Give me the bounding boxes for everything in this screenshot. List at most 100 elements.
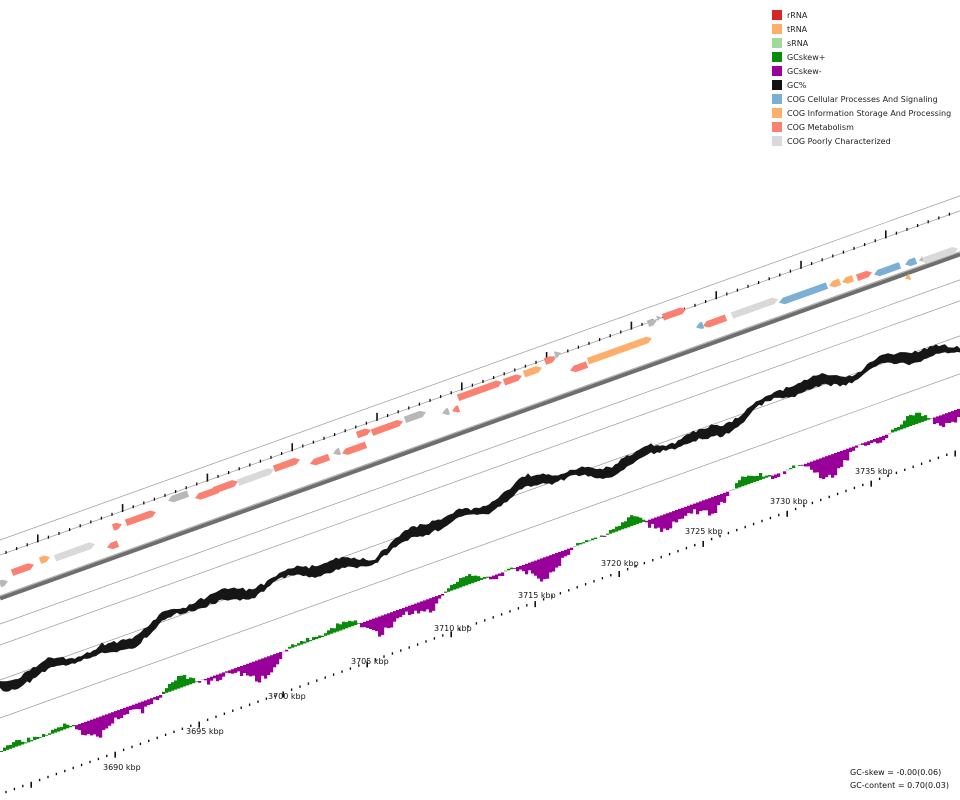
gc-skew-positive-bar xyxy=(891,429,895,433)
gc-skew-positive-bar xyxy=(42,734,46,737)
gc-skew-negative-bar xyxy=(519,565,523,570)
gc-skew-negative-bar xyxy=(489,576,493,580)
genome-backbone xyxy=(0,251,960,601)
gc-skew-positive-bar xyxy=(462,577,466,587)
gc-skew-negative-bar xyxy=(87,720,91,734)
gc-skew-negative-bar xyxy=(696,502,700,515)
gene-arrow xyxy=(842,274,855,284)
backbone-highlight xyxy=(0,251,960,597)
gene-arrow xyxy=(543,356,556,365)
gc-skew-positive-bar xyxy=(621,522,625,530)
legend-label: COG Poorly Characterized xyxy=(787,136,891,146)
gc-content-trace xyxy=(0,344,960,692)
legend-item: tRNA xyxy=(772,22,951,36)
gc-skew-positive-bar xyxy=(51,729,55,734)
gc-skew-negative-bar xyxy=(543,557,547,580)
gc-skew-negative-bar xyxy=(78,724,82,731)
gc-skew-positive-bar xyxy=(627,517,631,528)
gc-skew-negative-bar xyxy=(882,435,886,441)
gc-skew-positive-bar xyxy=(588,540,592,542)
gc-skew-positive-bar xyxy=(762,476,766,479)
gc-skew-negative-bar xyxy=(225,671,229,673)
gene-arrow xyxy=(53,542,95,562)
gc-skew-positive-bar xyxy=(351,621,355,627)
gc-skew-negative-bar xyxy=(147,699,151,706)
gc-skew-negative-bar xyxy=(690,504,694,514)
gene-arrow xyxy=(919,255,925,263)
gc-skew-positive-bar xyxy=(924,415,928,421)
gene-arrow xyxy=(553,351,561,359)
legend-item: COG Information Storage And Processing xyxy=(772,106,951,120)
gc-skew-positive-bar xyxy=(486,576,490,578)
gc-skew-negative-bar xyxy=(240,666,244,676)
gc-skew-negative-bar xyxy=(501,572,505,576)
gc-skew-positive-bar xyxy=(624,521,628,529)
gene-arrow xyxy=(10,563,35,576)
gc-skew-positive-bar xyxy=(45,735,49,736)
gc-skew-positive-bar xyxy=(6,745,10,750)
gc-skew-positive-bar xyxy=(57,727,61,732)
legend-label: GCskew+ xyxy=(787,52,826,62)
gc-skew-positive-bar xyxy=(606,533,610,535)
gc-skew-negative-bar xyxy=(861,443,865,445)
gc-skew-positive-bar xyxy=(183,675,187,687)
gc-skew-positive-bar xyxy=(189,677,193,685)
gc-skew-positive-bar xyxy=(18,740,22,746)
gene-arrow xyxy=(696,321,705,329)
gc-skew-negative-bar xyxy=(492,575,496,580)
gc-skew-positive-bar xyxy=(21,741,25,745)
gc-skew-positive-bar xyxy=(735,483,739,489)
gc-skew-negative-bar xyxy=(714,496,718,513)
gene-arrow xyxy=(236,468,274,486)
gc-skew-positive-bar xyxy=(906,416,910,428)
gc-skew-negative-bar xyxy=(228,670,232,674)
gc-skew-negative-bar xyxy=(81,723,85,735)
gc-skew-negative-bar xyxy=(117,710,121,720)
gc-skew-negative-bar xyxy=(954,410,958,423)
gc-skew-negative-bar xyxy=(870,440,874,444)
gc-skew-negative-bar xyxy=(387,613,391,629)
gc-skew-negative-bar xyxy=(417,602,421,614)
gc-skew-negative-bar xyxy=(828,455,832,475)
gc-skew-positive-bar xyxy=(798,465,802,466)
gc-statistics: GC-skew = -0.00(0.06) GC-content = 0.70(… xyxy=(850,766,949,792)
legend-swatch xyxy=(772,24,782,34)
gc-skew-negative-bar xyxy=(816,459,820,473)
gc-skew-positive-bar xyxy=(744,476,748,486)
gene-arrow xyxy=(855,270,872,281)
gc-skew-negative-bar xyxy=(204,678,208,681)
gc-skew-negative-bar xyxy=(654,517,658,529)
gc-skew-positive-bar xyxy=(15,740,19,747)
gc-skew-negative-bar xyxy=(603,535,607,537)
gene-arrow xyxy=(779,282,829,305)
legend-item: rRNA xyxy=(772,8,951,22)
gc-skew-positive-bar xyxy=(180,675,184,688)
gc-skew-negative-bar xyxy=(237,667,241,672)
gene-arrow xyxy=(38,555,50,564)
gc-skew-positive-bar xyxy=(471,575,475,584)
gc-skew-positive-bar xyxy=(357,623,361,624)
gc-skew-negative-bar xyxy=(570,547,574,550)
gc-skew-negative-bar xyxy=(105,714,109,729)
gc-skew-negative-bar xyxy=(651,518,655,524)
gene-arrow xyxy=(370,420,403,436)
gc-skew-positive-bar xyxy=(168,683,172,692)
gc-skew-negative-bar xyxy=(678,508,682,520)
ruler-label: 3715 kbp xyxy=(518,591,556,600)
gc-skew-negative-bar xyxy=(549,555,553,573)
gc-skew-positive-bar xyxy=(54,728,58,733)
gene-arrow xyxy=(212,480,238,494)
gc-skew-negative-bar xyxy=(876,438,880,444)
gc-skew-positive-bar xyxy=(192,678,196,684)
gene-arrow xyxy=(502,374,522,386)
gc-skew-negative-bar xyxy=(429,598,433,613)
gc-skew-negative-bar xyxy=(840,450,844,467)
gene-arrow xyxy=(111,522,122,531)
gene-arrow xyxy=(0,579,8,588)
gc-skew-positive-bar xyxy=(174,680,178,690)
gc-skew-negative-bar xyxy=(264,657,268,679)
ruler-label: 3735 kbp xyxy=(855,467,893,476)
gc-skew-positive-bar xyxy=(300,641,304,645)
gc-skew-positive-bar xyxy=(327,630,331,635)
gc-skew-negative-bar xyxy=(525,563,529,575)
